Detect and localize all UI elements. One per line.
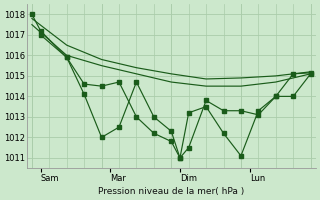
X-axis label: Pression niveau de la mer( hPa ): Pression niveau de la mer( hPa ) — [98, 187, 244, 196]
